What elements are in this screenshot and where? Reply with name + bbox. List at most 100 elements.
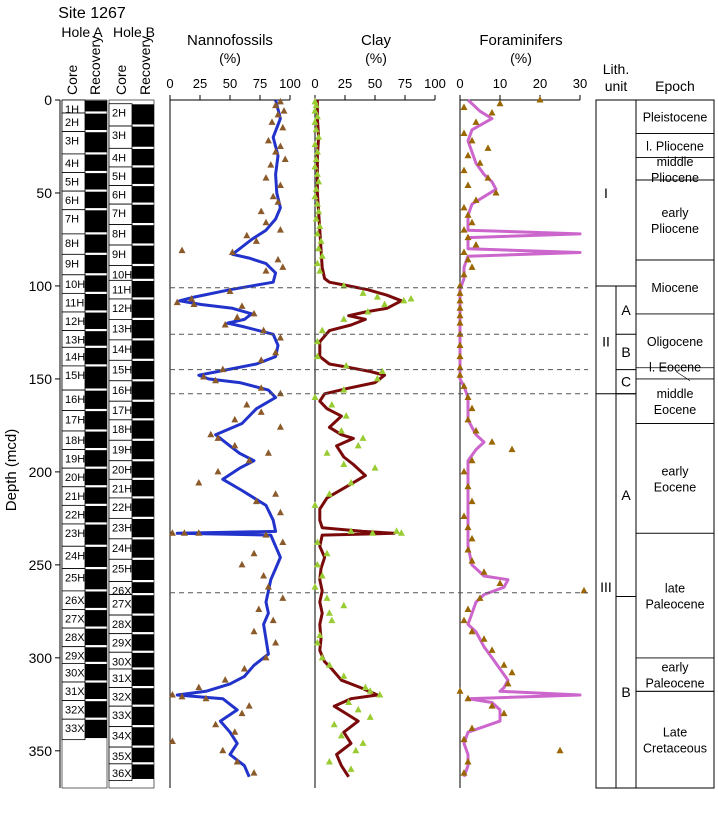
clay-x-tick-label: 50 <box>368 76 382 91</box>
epoch-label: early <box>661 661 689 675</box>
hole-b-core-label: 27X <box>112 599 132 611</box>
hole-b-core-label: 28X <box>112 619 132 631</box>
hole-b-recovery-bar <box>132 340 154 359</box>
hole-b-recovery-bar <box>132 634 154 651</box>
hole-a-core-label: 13H <box>65 335 85 347</box>
clay-data-point <box>371 464 379 471</box>
hole-a-recovery-bar <box>85 591 107 608</box>
foram-x-tick-label: 10 <box>493 76 507 91</box>
hole-a-recovery-bar <box>85 524 107 545</box>
clay-data-point <box>359 434 367 441</box>
nanno-data-point <box>269 616 277 624</box>
hole-b-recovery-bar <box>132 747 154 763</box>
foram-data-point <box>464 694 472 702</box>
hole-a-core-label: 16H <box>65 394 85 406</box>
hole-b-core-label: 4H <box>112 152 126 164</box>
epoch-label: middle <box>657 387 694 401</box>
foram-data-point <box>464 393 472 401</box>
foram-data-point <box>460 248 468 255</box>
hole-a-recovery-bar <box>85 132 107 153</box>
hole-b-core-label: 3H <box>112 130 126 142</box>
nanno-data-point <box>262 174 270 181</box>
hole-a-core-label: 2H <box>65 117 79 129</box>
foram-data-point <box>460 166 468 174</box>
hole-a-recovery-bar <box>85 411 107 430</box>
foram-data-point <box>460 735 468 743</box>
foram-data-point <box>468 136 476 144</box>
hole-a-recovery-bar <box>85 487 107 504</box>
hole-a-recovery-bar <box>85 173 107 190</box>
foram-data-point <box>456 330 464 337</box>
foram-data-point <box>460 382 468 389</box>
hole-b-recovery-bar <box>132 186 154 203</box>
hole-a-recovery-bar <box>85 210 107 233</box>
clay-data-point <box>340 315 348 322</box>
nanno-data-point <box>243 231 251 239</box>
hole-a-core-label: 28X <box>65 632 85 644</box>
hole-b-core-label: 8H <box>112 229 126 241</box>
nanno-data-point <box>257 408 265 415</box>
nanno-data-point <box>221 320 229 328</box>
nanno-x-tick-label: 75 <box>253 76 267 91</box>
lith-unit-label: I <box>604 185 608 201</box>
foram-data-point <box>500 661 508 668</box>
hole-b-recovery-bar <box>132 225 154 244</box>
hole-b-core-label: 25H <box>112 563 132 575</box>
nanno-title: Nannofossils <box>187 32 273 49</box>
nanno-x-tick-label: 100 <box>279 76 301 91</box>
hole-a-recovery-bar <box>85 390 107 409</box>
hole-b-core-label: 2H <box>112 108 126 120</box>
lith-subunit-label: C <box>621 374 631 390</box>
nanno-data-point <box>272 148 280 155</box>
foram-data-point <box>580 586 588 594</box>
hole-a-core-label: 27X <box>65 613 85 625</box>
hole-b-title: Hole B <box>113 24 155 40</box>
foram-data-point <box>492 188 500 196</box>
clay-data-point <box>323 449 331 456</box>
foram-data-point <box>460 203 468 211</box>
clay-data-point <box>313 200 321 207</box>
hole-a-recovery-bar <box>85 431 107 448</box>
nanno-data-point <box>226 287 234 295</box>
nanno-data-point <box>276 97 284 105</box>
clay-data-point <box>323 549 331 557</box>
nanno-data-point <box>245 456 253 464</box>
nanno-data-point <box>274 198 282 205</box>
hole-a-core-label: 8H <box>65 238 79 250</box>
nanno-data-point <box>276 226 284 233</box>
hole-b-recovery-bar <box>132 461 154 478</box>
nanno-x-tick-label: 50 <box>223 76 237 91</box>
foram-data-point <box>460 616 468 624</box>
foram-data-point <box>456 687 464 694</box>
nanno-data-point <box>272 490 280 497</box>
hole-a-recovery-bar <box>85 719 107 739</box>
foram-data-point <box>476 594 484 601</box>
hole-b-recovery-bar <box>132 420 154 439</box>
clay-data-point <box>330 720 338 728</box>
clay-unit: (%) <box>365 50 387 66</box>
hole-b-recovery-bar <box>132 381 154 400</box>
clay-data-point <box>366 713 374 720</box>
foram-data-point <box>456 363 464 371</box>
clay-data-point <box>315 244 323 252</box>
hole-b-core-label: 12H <box>112 303 132 315</box>
hole-b-core-label: 21H <box>112 483 132 495</box>
clay-data-point <box>347 527 355 534</box>
nanno-series-line <box>175 99 282 778</box>
hole-a-core-label: 31X <box>65 686 85 698</box>
clay-data-point <box>316 267 324 274</box>
foram-data-point <box>504 679 512 687</box>
hole-b-recovery-bar <box>132 498 154 517</box>
foram-data-point <box>464 482 472 490</box>
hole-a-core-label: 7H <box>65 214 79 226</box>
hole-a-recovery-bar <box>85 450 107 467</box>
foram-data-point <box>468 557 476 564</box>
clay-data-point <box>347 765 355 772</box>
hole-b-core-label: 35X <box>112 751 132 763</box>
epoch-label: Late <box>663 726 687 740</box>
foram-data-point <box>456 296 464 304</box>
foram-data-point <box>460 129 468 136</box>
hole-a-recovery-bar <box>85 275 107 292</box>
clay-data-point <box>369 529 377 536</box>
depth-tick-label: 100 <box>29 278 53 294</box>
